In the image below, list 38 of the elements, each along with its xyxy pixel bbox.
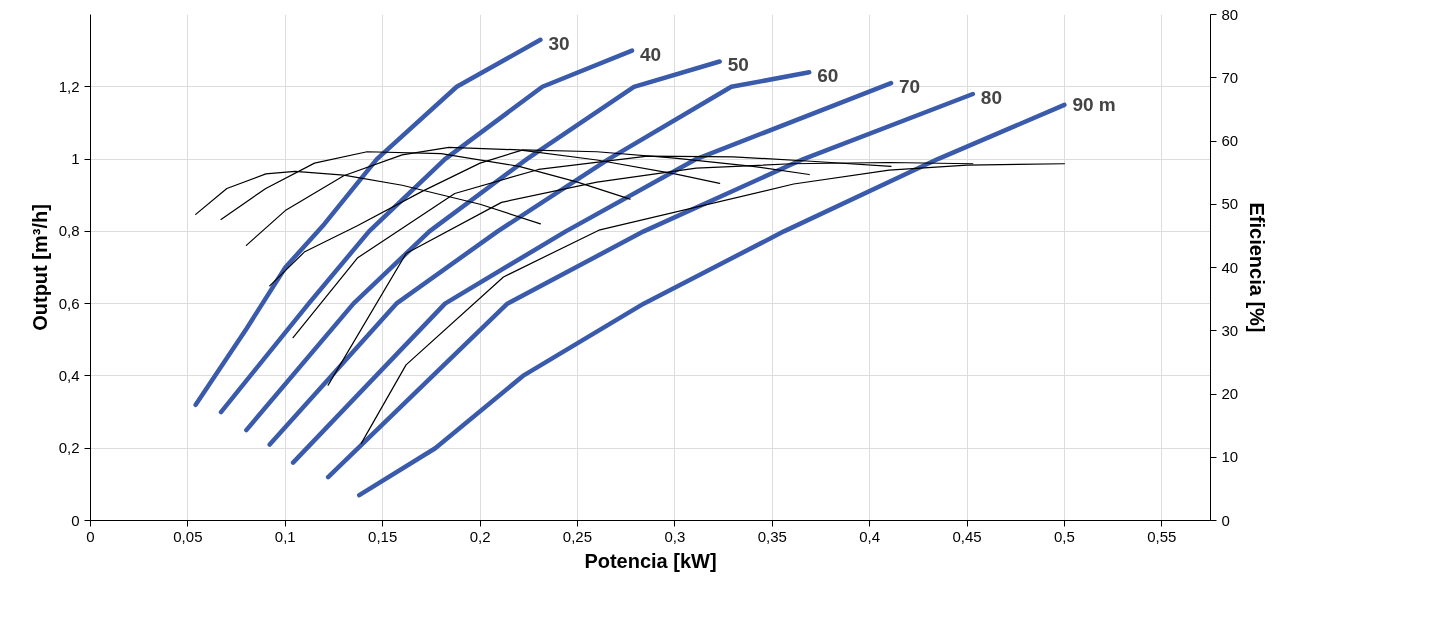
x-tick-label: 0 <box>86 527 95 545</box>
x-tick-label: 0,05 <box>173 527 203 545</box>
y-axis-title: Output [m³/h] <box>28 204 51 331</box>
x-tick-label: 0,45 <box>952 527 982 545</box>
x-tick-label: 0,5 <box>1053 527 1075 545</box>
y2-tick-label: 50 <box>1221 195 1239 213</box>
y-tick-label: 0,6 <box>58 294 80 312</box>
series-label: 50 <box>727 54 749 76</box>
x-tick-label: 0,1 <box>274 527 296 545</box>
y-tick-label: 0,4 <box>58 366 80 384</box>
x-tick-label: 0,4 <box>859 527 881 545</box>
y2-tick-label: 10 <box>1221 448 1239 466</box>
y-tick-label: 0 <box>71 511 80 529</box>
y2-tick-label: 70 <box>1221 68 1239 86</box>
y-tick-label: 1 <box>71 150 80 168</box>
y2-axis-title: Eficiencia [%] <box>1246 202 1269 333</box>
y2-tick-label: 40 <box>1221 258 1239 276</box>
series-label: 40 <box>640 43 662 65</box>
y-tick-label: 0,2 <box>58 439 80 457</box>
y2-tick-label: 60 <box>1221 132 1239 149</box>
x-axis-title: Potencia [kW] <box>584 549 717 572</box>
x-tick-label: 0,35 <box>757 527 787 545</box>
y2-tick-label: 30 <box>1221 321 1239 339</box>
x-tick-label: 0,15 <box>368 527 398 545</box>
x-tick-label: 0,2 <box>469 527 491 545</box>
series-label: 30 <box>548 32 570 54</box>
y-tick-label: 0,8 <box>58 222 80 240</box>
series-label: 80 <box>980 87 1003 109</box>
y2-tick-label: 80 <box>1221 5 1239 23</box>
x-tick-label: 0,3 <box>664 527 686 545</box>
y2-tick-label: 20 <box>1221 385 1239 402</box>
y-tick-label: 1,2 <box>58 77 80 95</box>
series-label: 60 <box>817 65 839 87</box>
x-tick-label: 0,25 <box>562 527 593 545</box>
x-tick-label: 0,55 <box>1147 527 1177 545</box>
y2-tick-label: 0 <box>1221 511 1230 529</box>
series-label: 90 m <box>1072 93 1116 115</box>
series-label: 70 <box>899 76 921 98</box>
